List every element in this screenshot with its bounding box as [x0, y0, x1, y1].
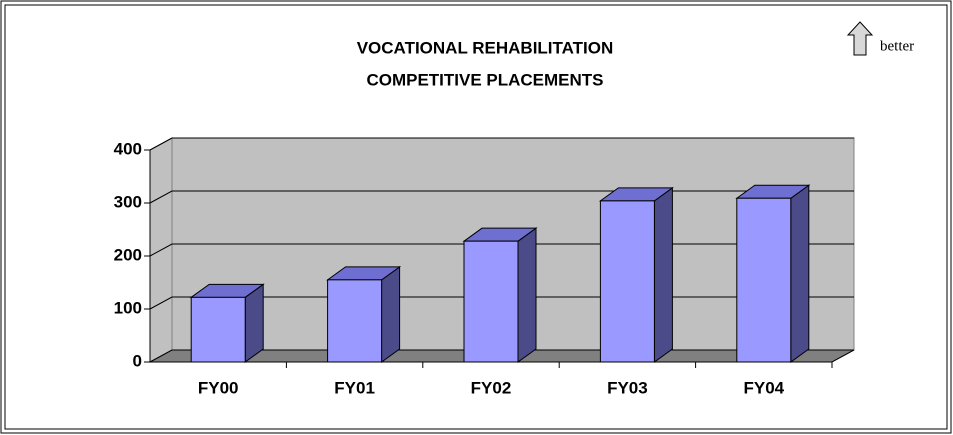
annotation: better: [880, 38, 914, 54]
bar: [599, 200, 655, 363]
y-tick-label: 200: [114, 245, 142, 264]
chart-title-line: COMPETITIVE PLACEMENTS: [366, 70, 603, 89]
bar: [736, 197, 792, 363]
x-tick-label: FY00: [198, 378, 239, 397]
bar: [190, 296, 246, 363]
bar: [327, 279, 383, 363]
x-tick-label: FY02: [471, 378, 512, 397]
x-tick-label: FY01: [334, 378, 375, 397]
bar: [463, 240, 519, 363]
chart-title-line: VOCATIONAL REHABILITATION: [357, 38, 614, 57]
arrow-icon: [846, 21, 874, 56]
y-tick-label: 300: [114, 192, 142, 211]
grid-line: [149, 137, 854, 151]
y-tick-label: 400: [114, 139, 142, 158]
inner-frame: [4, 4, 948, 430]
bar-side: [790, 184, 810, 363]
bar-side: [517, 227, 537, 363]
x-tick-label: FY04: [743, 378, 784, 397]
y-tick-label: 0: [133, 351, 142, 370]
y-tick-label: 100: [114, 298, 142, 317]
bar-side: [653, 186, 673, 363]
x-tick-label: FY03: [607, 378, 648, 397]
bar-side: [381, 265, 401, 363]
